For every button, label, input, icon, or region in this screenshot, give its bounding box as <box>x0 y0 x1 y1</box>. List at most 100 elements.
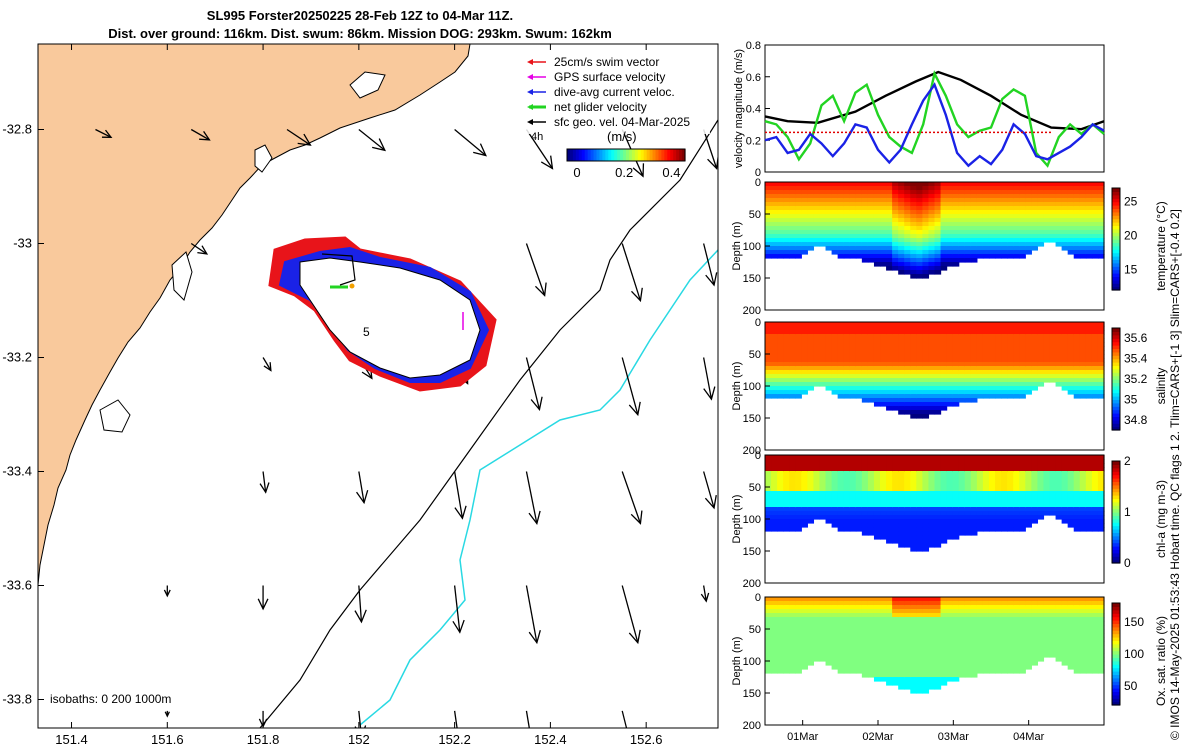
profile-cell <box>1091 499 1099 504</box>
profile-cell <box>1037 657 1045 662</box>
profile-cell <box>898 499 905 504</box>
profile-cell <box>988 665 996 670</box>
profile-cell <box>1097 194 1105 199</box>
profile-cell <box>831 246 839 251</box>
profile-cell <box>861 455 869 460</box>
profile-cell <box>1079 475 1087 480</box>
profile-cell <box>1097 503 1105 508</box>
profile-cell <box>777 382 784 387</box>
profile-cell <box>898 503 905 508</box>
profile-colorbar-segment <box>1112 249 1120 254</box>
profile-cell <box>813 459 821 464</box>
profile-cell <box>843 234 851 239</box>
profile-cell <box>861 246 869 251</box>
profile-cell <box>825 330 833 335</box>
profile-cell <box>855 330 863 335</box>
profile-cell <box>771 366 778 371</box>
profile-cell <box>1067 641 1075 646</box>
profile-colorbar-segment <box>1112 406 1120 411</box>
profile-cell <box>904 382 911 387</box>
profile-colorbar-tick: 2 <box>1124 454 1131 468</box>
profile-cell <box>1031 467 1039 472</box>
profile-cell <box>1067 491 1075 496</box>
profile-cell <box>1073 657 1081 662</box>
profile-cell <box>916 254 923 259</box>
colorbar-segment <box>640 149 645 161</box>
profile-cell <box>928 519 936 524</box>
profile-cell <box>1025 503 1032 508</box>
profile-cell <box>892 479 899 484</box>
profile-cell <box>1097 617 1105 622</box>
profile-colorbar-tick: 35.2 <box>1124 372 1148 386</box>
profile-cell <box>1049 330 1057 335</box>
profile-cell <box>1049 641 1057 646</box>
profile-cell <box>1007 661 1014 666</box>
profile-cell <box>946 394 954 399</box>
profile-cell <box>970 475 978 480</box>
profile-cell <box>843 665 851 670</box>
profile-cell <box>952 601 960 606</box>
profile-cell <box>904 326 911 331</box>
current-arrow <box>358 471 365 503</box>
profile-cell <box>825 511 833 516</box>
profile-cell <box>825 342 833 347</box>
profile-cell <box>976 206 984 211</box>
profile-cell <box>795 499 802 504</box>
profile-colorbar-segment <box>1112 535 1120 540</box>
profile-cell <box>1061 499 1069 504</box>
profile-cell <box>831 621 839 626</box>
profile-cell <box>995 326 1002 331</box>
profile-cell <box>916 649 923 654</box>
profile-cell <box>952 661 960 666</box>
profile-cell <box>982 230 990 235</box>
profile-cell <box>910 641 917 646</box>
profile-cell <box>952 326 960 331</box>
profile-cell <box>807 194 815 199</box>
profile-cell <box>825 467 833 472</box>
profile-colorbar-segment <box>1112 239 1120 243</box>
profile-cell <box>837 198 845 203</box>
profile-cell <box>916 629 923 634</box>
profile-cell <box>1097 326 1105 331</box>
profile-cell <box>1037 342 1045 347</box>
profile-cell <box>1007 653 1014 658</box>
profile-cell <box>1019 358 1026 363</box>
profile-cell <box>892 210 899 215</box>
profile-cell <box>861 601 869 606</box>
profile-cell <box>771 190 778 195</box>
profile-cell <box>771 499 778 504</box>
profile-cell <box>892 342 899 347</box>
profile-cell <box>801 645 808 650</box>
profile-cell <box>928 254 936 259</box>
profile-cell <box>1001 230 1008 235</box>
profile-cell <box>1079 633 1087 638</box>
profile-cell <box>819 214 827 219</box>
profile-cell <box>988 346 996 351</box>
profile-cell <box>867 226 875 231</box>
profile-cell <box>946 326 954 331</box>
profile-cell <box>813 645 821 650</box>
profile-cell <box>843 609 851 614</box>
profile-cell <box>819 222 827 227</box>
profile-cell <box>861 250 869 255</box>
profile-cell <box>946 374 954 379</box>
profile-cell <box>819 242 827 247</box>
profile-cell <box>1067 214 1075 219</box>
profile-cell <box>970 605 978 610</box>
profile-cell <box>1073 645 1081 650</box>
profile-cell <box>1067 653 1075 658</box>
profile-cell <box>825 617 833 622</box>
profile-cell <box>843 334 851 339</box>
profile-cell <box>1049 491 1057 496</box>
profile-cell <box>801 483 808 488</box>
profile-cell <box>807 459 815 464</box>
profile-cell <box>861 338 869 343</box>
profile-cell <box>958 206 966 211</box>
profile-cell <box>1085 374 1093 379</box>
profile-cell <box>765 326 772 331</box>
profile-cell <box>916 214 923 219</box>
profile-cell <box>861 491 869 496</box>
profile-cell <box>861 386 869 391</box>
profile-cell <box>1007 362 1014 367</box>
profile-cell <box>976 487 984 492</box>
